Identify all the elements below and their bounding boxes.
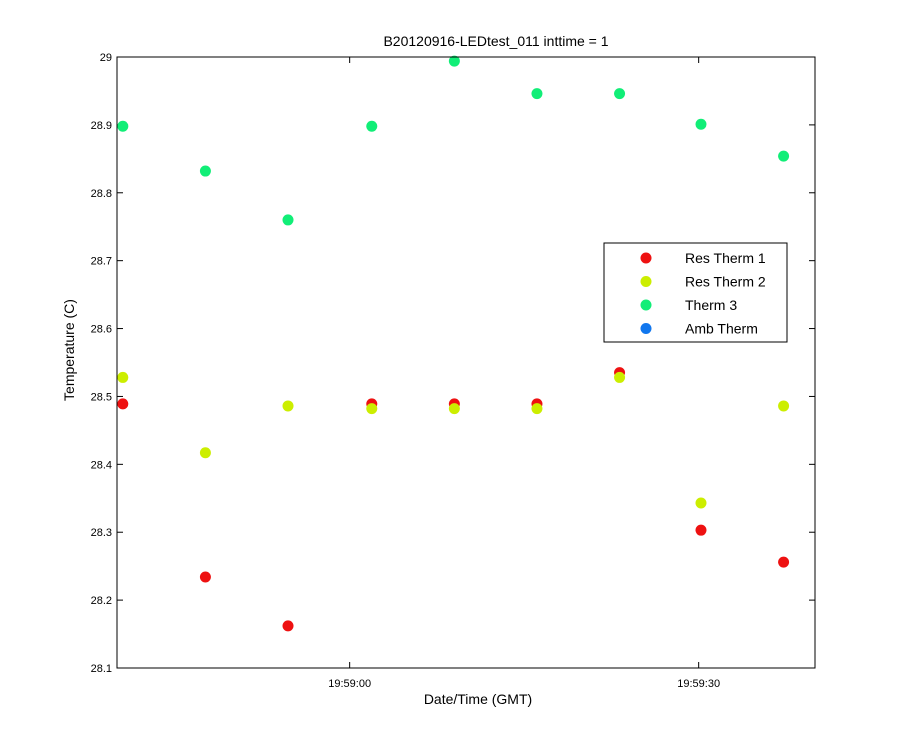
data-point-series-1 [531,403,543,415]
x-tick-label: 19:59:00 [328,678,371,690]
data-point-series-2 [366,120,378,132]
y-tick-label: 28.1 [91,663,112,675]
y-tick-label: 29 [100,52,112,64]
y-tick-label: 28.9 [91,120,112,132]
y-tick-label: 28.6 [91,324,112,336]
y-tick-label: 28.3 [91,527,112,539]
y-tick-label: 28.7 [91,256,112,268]
data-point-series-0 [778,556,790,568]
data-point-series-0 [282,620,294,632]
legend-marker [640,323,652,334]
legend-marker [640,252,652,264]
y-axis-label: Temperature (C) [61,299,77,401]
data-point-series-1 [282,400,294,412]
data-point-series-2 [778,150,790,162]
legend-label: Therm 3 [685,297,737,313]
data-point-series-1 [117,371,129,383]
y-tick-label: 28.2 [91,595,112,607]
y-tick-label: 28.8 [91,188,112,200]
x-axis-label: Date/Time (GMT) [424,691,532,707]
legend-label: Amb Therm [685,321,758,337]
data-point-series-2 [614,88,626,100]
legend-marker [640,299,652,311]
data-point-series-1 [366,403,378,415]
data-point-series-2 [199,165,211,177]
data-point-series-2 [531,88,543,100]
y-tick-label: 28.4 [91,459,112,471]
data-point-series-2 [695,118,707,130]
plot-frame [116,56,816,669]
y-tick-label: 28.5 [91,391,112,403]
legend-marker [640,276,652,287]
data-point-series-1 [199,447,211,459]
data-point-series-1 [695,497,707,509]
legend-box [603,242,788,343]
plot-area [117,57,815,668]
y-axis: 28.1 28.2 28.3 28.4 28.5 28.6 28.7 28.8 28.9 29 [91,52,815,675]
chart-title: B20120916-LEDtest_011 inttime = 1 [383,33,608,49]
data-point-series-2 [117,120,129,132]
data-point-series-0 [117,398,129,410]
data-point-series-1 [778,400,790,412]
x-tick-label: 19:59:30 [677,678,720,690]
data-point-series-2 [448,55,460,67]
data-point-series-2 [282,214,294,226]
data-points [117,55,790,632]
data-point-series-1 [448,403,460,415]
data-point-series-0 [199,571,211,583]
legend-label: Res Therm 2 [685,274,766,290]
data-point-series-0 [695,524,707,536]
legend: Res Therm 1 Res Therm 2 Therm 3 Amb Therm [603,242,788,343]
data-point-series-1 [614,371,626,383]
x-axis: 19:59:00 19:59:30 [328,57,720,690]
legend-label: Res Therm 1 [685,250,766,266]
